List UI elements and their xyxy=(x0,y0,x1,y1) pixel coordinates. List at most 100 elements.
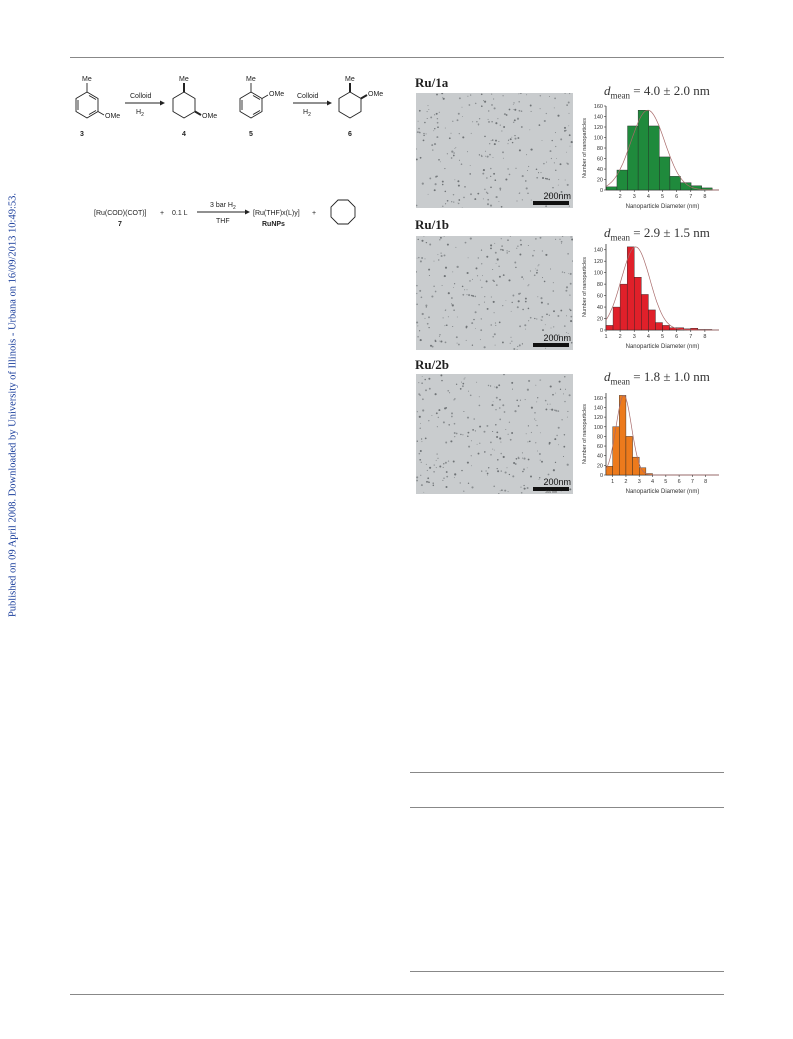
particle-speck xyxy=(526,487,529,489)
particle-speck xyxy=(534,268,536,270)
particle-speck xyxy=(550,268,552,270)
compound-6-me: Me xyxy=(345,76,355,83)
particle-speck xyxy=(514,463,517,465)
particle-speck xyxy=(466,416,470,419)
particle-speck xyxy=(418,415,421,418)
particle-speck xyxy=(548,178,550,181)
y-tick-label: 100 xyxy=(594,136,603,142)
x-tick-label: 3 xyxy=(633,194,636,200)
particle-speck xyxy=(504,471,507,474)
y-tick-label: 20 xyxy=(597,463,603,469)
particle-speck xyxy=(443,477,445,480)
particle-speck xyxy=(454,179,456,181)
particle-speck xyxy=(424,317,426,319)
particle-speck xyxy=(526,94,528,96)
particle-speck xyxy=(553,107,555,109)
particle-speck xyxy=(527,425,529,427)
particle-speck xyxy=(442,479,444,481)
particle-speck xyxy=(433,471,435,473)
dmean-3: dmean = 1.8 ± 1.0 nm xyxy=(604,369,710,387)
x-tick-label: 1 xyxy=(604,334,607,340)
particle-speck xyxy=(450,132,452,134)
particle-speck xyxy=(526,388,529,391)
particle-speck xyxy=(451,304,454,307)
particle-speck xyxy=(451,150,454,153)
particle-speck xyxy=(454,148,456,149)
scale-label-2: 200nm xyxy=(543,333,571,343)
particle-speck xyxy=(514,134,516,137)
particle-speck xyxy=(495,122,498,125)
particle-speck xyxy=(519,93,522,95)
particle-speck xyxy=(453,432,456,434)
particle-speck xyxy=(557,184,559,186)
particle-speck xyxy=(457,180,460,183)
particle-speck xyxy=(527,285,529,287)
compound-3-ome: OMe xyxy=(105,113,120,120)
particle-speck xyxy=(491,104,493,106)
particle-speck xyxy=(530,406,533,409)
particle-speck xyxy=(425,133,427,135)
particle-speck xyxy=(443,236,445,237)
particle-speck xyxy=(474,311,477,314)
particle-speck xyxy=(478,118,481,120)
particle-speck xyxy=(507,139,510,141)
particle-speck xyxy=(483,346,486,349)
histogram-bar xyxy=(637,109,649,191)
particle-speck xyxy=(416,257,418,259)
y-tick-label: 40 xyxy=(597,305,603,311)
particle-speck xyxy=(490,244,493,247)
particle-speck xyxy=(424,121,426,124)
particle-speck xyxy=(485,150,487,152)
y-tick-label: 120 xyxy=(594,259,603,265)
particle-speck xyxy=(472,121,474,123)
particle-speck xyxy=(437,457,439,459)
particle-speck xyxy=(440,340,443,343)
particle-speck xyxy=(477,123,480,126)
particle-speck xyxy=(471,465,473,467)
publication-note[interactable]: Published on 09 April 2008. Downloaded b… xyxy=(7,192,19,618)
particle-speck xyxy=(521,457,523,459)
particle-speck xyxy=(561,236,564,237)
particle-speck xyxy=(495,139,497,142)
particle-speck xyxy=(424,258,426,260)
particle-speck xyxy=(515,458,518,460)
particle-speck xyxy=(499,437,502,440)
particle-speck xyxy=(455,246,457,248)
histogram-bar xyxy=(616,169,628,191)
particle-speck xyxy=(499,124,501,126)
particle-speck xyxy=(481,263,483,265)
particle-speck xyxy=(527,170,529,171)
particle-speck xyxy=(461,381,462,383)
particle-speck xyxy=(426,480,428,483)
particle-speck xyxy=(489,153,491,156)
arrow2-reagent: Colloid xyxy=(297,93,319,100)
particle-speck xyxy=(487,467,490,469)
particle-speck xyxy=(461,106,463,108)
particle-speck xyxy=(427,193,429,195)
particle-speck xyxy=(551,408,554,411)
particle-speck xyxy=(456,265,459,268)
particle-speck xyxy=(470,455,472,457)
particle-speck xyxy=(517,456,519,458)
particle-speck xyxy=(439,236,442,239)
particle-speck xyxy=(549,150,552,153)
particle-speck xyxy=(421,441,423,443)
particle-speck xyxy=(476,275,479,277)
particle-speck xyxy=(467,95,469,97)
particle-speck xyxy=(465,325,468,328)
particle-speck xyxy=(569,282,572,285)
particle-speck xyxy=(519,239,522,242)
particle-speck xyxy=(419,289,422,292)
y-tick-label: 0 xyxy=(600,328,603,334)
particle-speck xyxy=(536,269,539,272)
particle-speck xyxy=(478,396,480,398)
particle-speck xyxy=(518,192,520,195)
particle-speck xyxy=(513,461,516,465)
particle-speck xyxy=(570,320,573,323)
particle-speck xyxy=(507,433,509,435)
x-axis-label: Nanoparticle Diameter (nm) xyxy=(626,204,700,210)
particle-speck xyxy=(552,393,554,396)
particle-speck xyxy=(549,403,551,405)
particle-speck xyxy=(541,319,543,322)
particle-speck xyxy=(452,154,455,157)
